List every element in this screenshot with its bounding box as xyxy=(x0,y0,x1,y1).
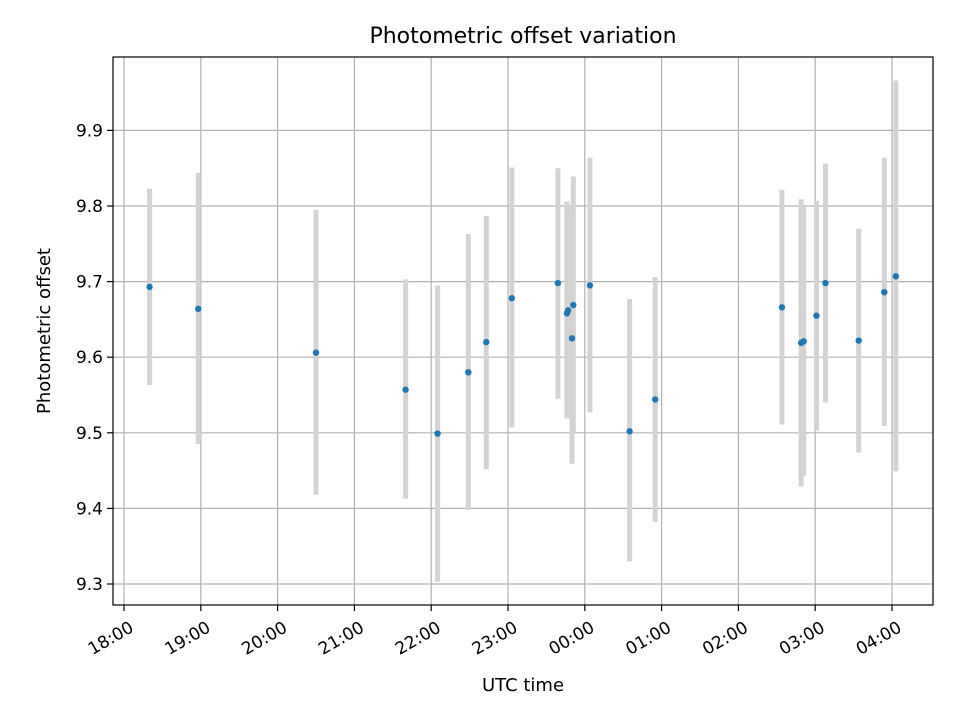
x-tick-label: 01:00 xyxy=(622,618,674,660)
y-axis-ticks: 9.3 9.4 9.5 9.6 9.7 9.8 9.9 xyxy=(76,121,113,595)
x-tick-label: 20:00 xyxy=(238,618,290,660)
data-point xyxy=(626,428,633,435)
y-tick-label: 9.3 xyxy=(76,575,103,595)
y-tick-label: 9.8 xyxy=(76,197,103,217)
data-point xyxy=(855,337,862,344)
data-point xyxy=(778,304,786,311)
x-tick-label: 21:00 xyxy=(315,618,367,660)
x-tick-label: 23:00 xyxy=(469,618,521,660)
data-point xyxy=(564,307,572,314)
plot-frame xyxy=(112,56,934,606)
data-point xyxy=(434,430,441,437)
data-point xyxy=(483,338,490,346)
data-point xyxy=(146,283,153,291)
data-point xyxy=(568,335,576,342)
data-point xyxy=(508,295,516,302)
data-point xyxy=(465,369,472,376)
x-tick-label: 00:00 xyxy=(546,618,598,660)
y-tick-label: 9.7 xyxy=(76,273,103,293)
x-tick-label: 22:00 xyxy=(392,618,444,660)
y-tick-label: 9.4 xyxy=(76,499,103,519)
grid xyxy=(113,57,933,605)
data-point xyxy=(312,349,320,356)
error-bars xyxy=(147,80,899,582)
data-point xyxy=(813,312,820,319)
data-point xyxy=(822,279,829,287)
x-tick-label: 03:00 xyxy=(776,618,828,660)
data-point xyxy=(402,386,409,393)
data-points xyxy=(146,273,900,437)
x-tick-label: 04:00 xyxy=(853,618,905,660)
y-tick-label: 9.6 xyxy=(76,348,103,368)
x-tick-label: 02:00 xyxy=(699,618,751,660)
x-axis-ticks: 18:00 19:00 20:00 21:00 22:00 23:00 00:00 01:00… xyxy=(85,605,905,660)
data-point xyxy=(881,288,888,296)
data-point xyxy=(892,273,900,280)
data-point xyxy=(652,396,659,403)
y-tick-label: 9.9 xyxy=(76,121,103,141)
x-tick-label: 18:00 xyxy=(85,618,137,660)
chart-title: Photometric offset variation xyxy=(369,24,676,49)
data-point xyxy=(554,279,562,287)
data-point xyxy=(800,338,807,345)
y-tick-label: 9.5 xyxy=(76,424,103,444)
x-tick-label: 19:00 xyxy=(162,618,214,660)
data-point xyxy=(195,305,202,313)
x-axis-label: UTC time xyxy=(482,675,564,696)
data-point xyxy=(586,282,594,289)
data-point xyxy=(570,301,577,309)
y-axis-label: Photometric offset xyxy=(34,248,55,414)
